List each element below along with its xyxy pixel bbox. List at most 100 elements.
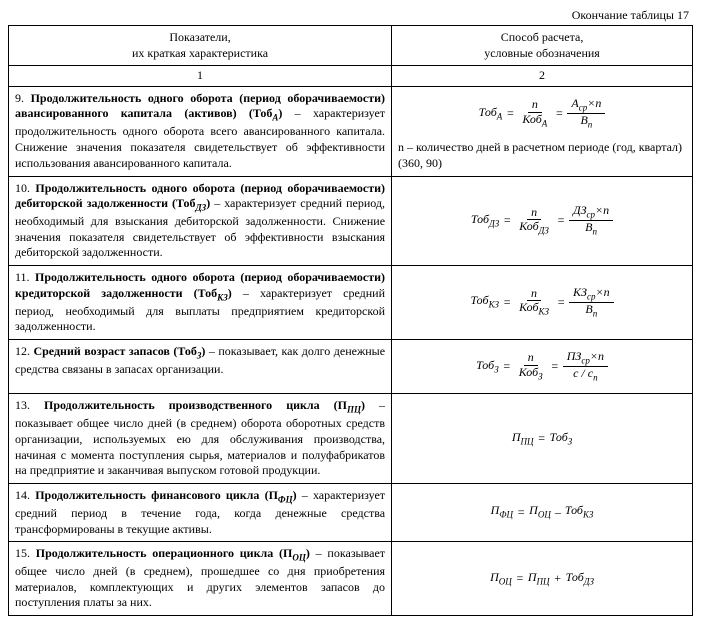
frac-den: Коб xyxy=(519,300,538,314)
row12-formula: ТобЗ = n КобЗ = ПЗср×n с / сn xyxy=(392,339,693,394)
header-row: Показатели, их краткая характеристика Сп… xyxy=(9,26,693,66)
frac-den: Коб xyxy=(519,219,538,233)
f-lhs-sub: ФЦ xyxy=(499,510,513,520)
row11-formula: ТобКЗ = n КобКЗ = КЗср×n Вn xyxy=(392,265,693,339)
frac-num-a-sub: ср xyxy=(581,355,590,365)
term1-sub: ОЦ xyxy=(538,510,551,520)
row10-formula: ТобДЗ = n КобДЗ = ДЗср×n Вn xyxy=(392,176,693,265)
row15-formula: ПОЦ = ППЦ + ТобДЗ xyxy=(392,542,693,616)
formula-tob-dz: ТобДЗ = n КобДЗ = ДЗср×n Вn xyxy=(471,204,613,238)
header-col2-line1: Способ расчета, xyxy=(501,30,584,44)
formula-tob-a: ТобА = n КобА = Aср×n Вn xyxy=(479,97,606,131)
frac-num-a: ПЗ xyxy=(567,349,582,363)
frac-num-b: n xyxy=(604,285,610,299)
eq-sign: = xyxy=(506,106,514,122)
frac-den-sub: n xyxy=(593,373,598,383)
row15-num: 15. xyxy=(15,546,30,560)
term2-sub: ДЗ xyxy=(584,576,594,586)
frac-den-sub: КЗ xyxy=(539,307,549,317)
colnum-row: 1 2 xyxy=(9,66,693,87)
plus-sign: + xyxy=(554,571,562,587)
header-col2-line2: условные обозначения xyxy=(484,46,600,60)
f-lhs-sub: ДЗ xyxy=(489,218,499,228)
mul-sign: × xyxy=(595,285,603,299)
header-col2: Способ расчета, условные обозначения xyxy=(392,26,693,66)
term2-sub: КЗ xyxy=(583,510,593,520)
row14-desc: 14. Продолжительность финансового цикла … xyxy=(9,483,392,541)
f-lhs: Тоб xyxy=(470,293,488,307)
frac-num: n xyxy=(528,98,542,112)
row11-num: 11. xyxy=(15,270,30,284)
frac-den-sub: ДЗ xyxy=(539,225,549,235)
term1-sub: ПЦ xyxy=(537,576,550,586)
f-lhs: П xyxy=(490,570,499,584)
row9-note: n – количество дней в расчетном периоде … xyxy=(398,140,686,171)
row13-desc: 13. Продолжительность производственного … xyxy=(9,394,392,483)
row14-formula: ПФЦ = ПОЦ – ТобКЗ xyxy=(392,483,693,541)
row13-num: 13. xyxy=(15,398,30,412)
row13-formula: ППЦ = ТобЗ xyxy=(392,394,693,483)
frac-den: Коб xyxy=(519,365,538,379)
row12-desc: 12. Средний возраст запасов (ТобЗ) – пок… xyxy=(9,339,392,394)
row15-title-sub: ОЦ xyxy=(292,553,306,563)
table-row: 9. Продолжительность одного оборота (пер… xyxy=(9,86,693,176)
mul-sign: × xyxy=(595,203,603,217)
frac-num-a: A xyxy=(571,96,578,110)
row10-num: 10. xyxy=(15,181,30,195)
f-lhs: П xyxy=(512,430,521,444)
colnum-1: 1 xyxy=(9,66,392,87)
header-col1: Показатели, их краткая характеристика xyxy=(9,26,392,66)
f-lhs-sub: ПЦ xyxy=(521,436,534,446)
term2: Тоб xyxy=(565,503,583,517)
header-col1-line1: Показатели, xyxy=(169,30,230,44)
row14-title: Продолжительность финансового цикла (П xyxy=(35,488,278,502)
f-rhs-sub: З xyxy=(568,436,572,446)
f-rhs: Тоб xyxy=(550,430,568,444)
row13-title: Продолжительность производственного цикл… xyxy=(44,398,347,412)
frac-den: В xyxy=(580,113,587,127)
frac-num-a: КЗ xyxy=(573,285,587,299)
frac-num: n xyxy=(524,351,538,365)
row9-desc: 9. Продолжительность одного оборота (пер… xyxy=(9,86,392,176)
row15-title: Продолжительность операционного цикла (П xyxy=(36,546,293,560)
table-row: 10. Продолжительность одного оборота (пе… xyxy=(9,176,693,265)
row10-title-sub: ДЗ xyxy=(195,203,206,213)
frac-den-sub: n xyxy=(593,308,598,318)
f-lhs-sub: З xyxy=(494,364,498,374)
table-row: 14. Продолжительность финансового цикла … xyxy=(9,483,693,541)
frac-num-b: n xyxy=(598,349,604,363)
minus-sign: – xyxy=(555,505,561,521)
term1: П xyxy=(529,503,538,517)
frac-num-a: ДЗ xyxy=(573,203,587,217)
row13-title-sub: ПЦ xyxy=(347,405,361,415)
mul-sign: × xyxy=(590,349,598,363)
row14-num: 14. xyxy=(15,488,30,502)
frac-den-sub: n xyxy=(592,227,597,237)
table-row: 13. Продолжительность производственного … xyxy=(9,394,693,483)
f-lhs-sub: А xyxy=(497,111,503,121)
frac-num: n xyxy=(527,287,541,301)
frac-den-sub: А xyxy=(542,118,548,128)
frac-den-sub: З xyxy=(538,371,542,381)
row9-num: 9. xyxy=(15,91,24,105)
row15-desc: 15. Продолжительность операционного цикл… xyxy=(9,542,392,616)
indicators-table: Показатели, их краткая характеристика Сп… xyxy=(8,25,693,616)
formula-ppc: ППЦ = ТобЗ xyxy=(512,430,572,448)
frac-den: Коб xyxy=(522,112,541,126)
eq-sign: = xyxy=(516,571,524,587)
frac-den: В xyxy=(585,302,592,316)
frac-den-sub: n xyxy=(588,119,593,129)
f-lhs: Тоб xyxy=(471,212,489,226)
frac-num-b: n xyxy=(595,96,601,110)
eq-sign: = xyxy=(555,106,563,122)
row12-title: Средний возраст запасов (Тоб xyxy=(33,344,196,358)
f-lhs-sub: КЗ xyxy=(489,300,499,310)
eq-sign: = xyxy=(517,505,525,521)
f-lhs-sub: ОЦ xyxy=(499,576,512,586)
f-lhs: Тоб xyxy=(476,358,494,372)
frac-den: с / с xyxy=(573,366,593,380)
row14-title-sub: ФЦ xyxy=(278,494,293,504)
table-row: 11. Продолжительность одного оборота (пе… xyxy=(9,265,693,339)
table-caption: Окончание таблицы 17 xyxy=(8,8,689,23)
row11-title-sub: КЗ xyxy=(217,292,228,302)
